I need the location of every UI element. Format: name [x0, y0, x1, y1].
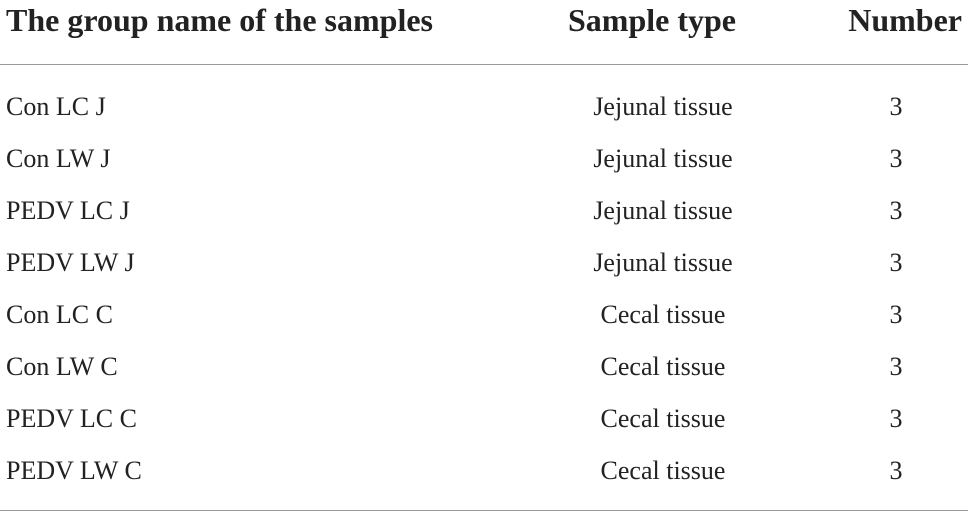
table-cell: 3 [889, 456, 903, 485]
table-cell: Con LC J [6, 92, 106, 121]
table-cell: Con LW J [6, 144, 111, 173]
table-cell: Jejunal tissue [593, 196, 733, 225]
table-row: PEDV LW C Cecal tissue 3 [0, 446, 968, 498]
header-cell: The group name of the samples [6, 2, 433, 38]
table-header: The group name of the samples Sample typ… [0, 0, 968, 65]
table-cell: Cecal tissue [600, 300, 726, 329]
table-row: Con LC C Cecal tissue 3 [0, 290, 968, 342]
table-cell: PEDV LC J [6, 196, 130, 225]
table-cell: Con LC C [6, 300, 113, 329]
table-cell: 3 [889, 144, 903, 173]
table-row: PEDV LC J Jejunal tissue 3 [0, 186, 968, 238]
table-cell: 3 [889, 196, 903, 225]
table-cell: Jejunal tissue [593, 92, 733, 121]
table-cell: Jejunal tissue [593, 248, 733, 277]
table-cell: Jejunal tissue [593, 144, 733, 173]
table-cell: Con LW C [6, 352, 118, 381]
table-row: PEDV LW J Jejunal tissue 3 [0, 238, 968, 290]
table-cell: Cecal tissue [600, 404, 726, 433]
table-cell: 3 [889, 352, 903, 381]
table-cell: PEDV LW J [6, 248, 135, 277]
table-cell: PEDV LW C [6, 456, 142, 485]
header-cell: Number [848, 2, 962, 38]
table-cell: Cecal tissue [600, 456, 726, 485]
table-row: Con LW C Cecal tissue 3 [0, 342, 968, 394]
table-rule [0, 510, 968, 511]
table-cell: Cecal tissue [600, 352, 726, 381]
table-cell: 3 [889, 404, 903, 433]
header-cell: Sample type [568, 2, 736, 38]
table-row: Con LW J Jejunal tissue 3 [0, 134, 968, 186]
table-cell: 3 [889, 248, 903, 277]
table-cell: 3 [889, 300, 903, 329]
table-cell: PEDV LC C [6, 404, 137, 433]
table-row: Con LC J Jejunal tissue 3 [0, 82, 968, 134]
table-cell: 3 [889, 92, 903, 121]
table-row: PEDV LC C Cecal tissue 3 [0, 394, 968, 446]
